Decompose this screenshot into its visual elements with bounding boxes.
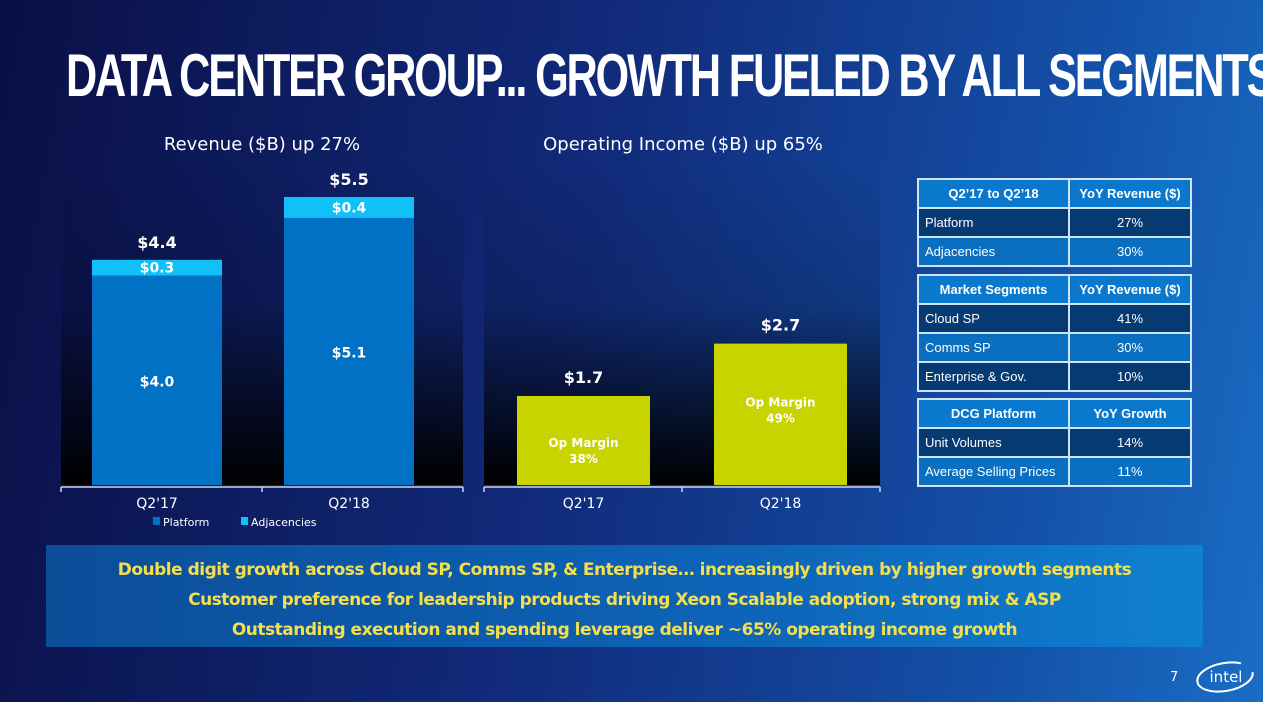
x-tick-label: Q2'17 — [563, 496, 605, 512]
bar-label-platform: $4.0 — [140, 374, 175, 390]
bar-label-platform: $5.1 — [332, 345, 367, 361]
x-tick-label: Q2'17 — [136, 496, 178, 512]
row-value: 27% — [1068, 207, 1192, 238]
row-label: Comms SP — [917, 332, 1070, 363]
market-segments-table: Market Segments YoY Revenue ($) Cloud SP 41… — [917, 274, 1192, 392]
row-label: Platform — [917, 207, 1070, 238]
row-value: 30% — [1068, 332, 1192, 363]
row-value: 30% — [1068, 236, 1192, 267]
op-margin-value: 49% — [766, 412, 795, 426]
table-header-cell: YoY Revenue ($) — [1068, 274, 1192, 305]
bar-adjacencies-1 — [284, 197, 414, 218]
bar-value-label: $1.7 — [564, 368, 603, 387]
table-row: Cloud SP 41% — [917, 303, 1192, 334]
table-header-cell: DCG Platform — [917, 398, 1070, 429]
table-row: Comms SP 30% — [917, 332, 1192, 363]
table-row: Unit Volumes 14% — [917, 427, 1192, 458]
revenue-growth-table: Q2’17 to Q2’18 YoY Revenue ($) Platform 27%… — [917, 178, 1192, 267]
legend-label: Adjacencies — [251, 516, 317, 529]
row-value: 14% — [1068, 427, 1192, 458]
dcg-platform-table: DCG Platform YoY Growth Unit Volumes 14% Ave… — [917, 398, 1192, 487]
x-tick-label: Q2'18 — [328, 496, 370, 512]
row-label: Cloud SP — [917, 303, 1070, 334]
row-value: 41% — [1068, 303, 1192, 334]
row-label: Adjacencies — [917, 236, 1070, 267]
takeaway-line: Double digit growth across Cloud SP, Com… — [117, 560, 1132, 580]
table-header-cell: YoY Revenue ($) — [1068, 178, 1192, 209]
row-label: Enterprise & Gov. — [917, 361, 1070, 392]
bar-platform-0 — [92, 275, 222, 485]
op-margin-value: 38% — [569, 452, 598, 466]
intel-logo-text: intel — [1210, 668, 1243, 686]
table-row: Platform 27% — [917, 207, 1192, 238]
bar-total-label: $5.5 — [329, 170, 368, 189]
table-row: Enterprise & Gov. 10% — [917, 361, 1192, 392]
table-header-cell: YoY Growth — [1068, 398, 1192, 429]
bar-platform-1 — [284, 217, 414, 486]
legend-swatch-platform — [153, 517, 160, 525]
bar-adjacencies-0 — [92, 259, 222, 276]
takeaway-line: Outstanding execution and spending lever… — [231, 620, 1018, 640]
x-tick-label: Q2'18 — [760, 496, 802, 512]
row-value: 11% — [1068, 456, 1192, 487]
intel-logo-icon: intel — [1196, 661, 1254, 693]
legend-label: Platform — [163, 516, 209, 529]
table-row: Adjacencies 30% — [917, 236, 1192, 267]
takeaway-line: Customer preference for leadership produ… — [188, 590, 1061, 610]
row-value: 10% — [1068, 361, 1192, 392]
bar-op-income-1 — [714, 343, 847, 485]
op-income-chart-title: Operating Income ($B) up 65% — [543, 134, 823, 155]
row-label: Average Selling Prices — [917, 456, 1070, 487]
table-header-row: Market Segments YoY Revenue ($) — [917, 274, 1192, 305]
bar-value-label: $2.7 — [761, 316, 800, 335]
revenue-chart-title: Revenue ($B) up 27% — [163, 134, 361, 155]
table-row: Average Selling Prices 11% — [917, 456, 1192, 487]
bar-op-income-0 — [517, 395, 650, 485]
table-header-row: DCG Platform YoY Growth — [917, 398, 1192, 429]
legend-swatch-adjacencies — [241, 517, 248, 525]
table-header-cell: Q2’17 to Q2’18 — [917, 178, 1070, 209]
op-margin-label: Op Margin — [745, 396, 815, 410]
table-header-cell: Market Segments — [917, 274, 1070, 305]
bar-label-adjacencies: $0.3 — [140, 261, 175, 277]
op-margin-label: Op Margin — [548, 436, 618, 450]
table-header-row: Q2’17 to Q2’18 YoY Revenue ($) — [917, 178, 1192, 209]
page-number: 7 — [1170, 670, 1179, 685]
row-label: Unit Volumes — [917, 427, 1070, 458]
bar-label-adjacencies: $0.4 — [332, 200, 367, 216]
key-takeaways-banner: Double digit growth across Cloud SP, Com… — [46, 545, 1203, 647]
bar-total-label: $4.4 — [137, 233, 176, 252]
